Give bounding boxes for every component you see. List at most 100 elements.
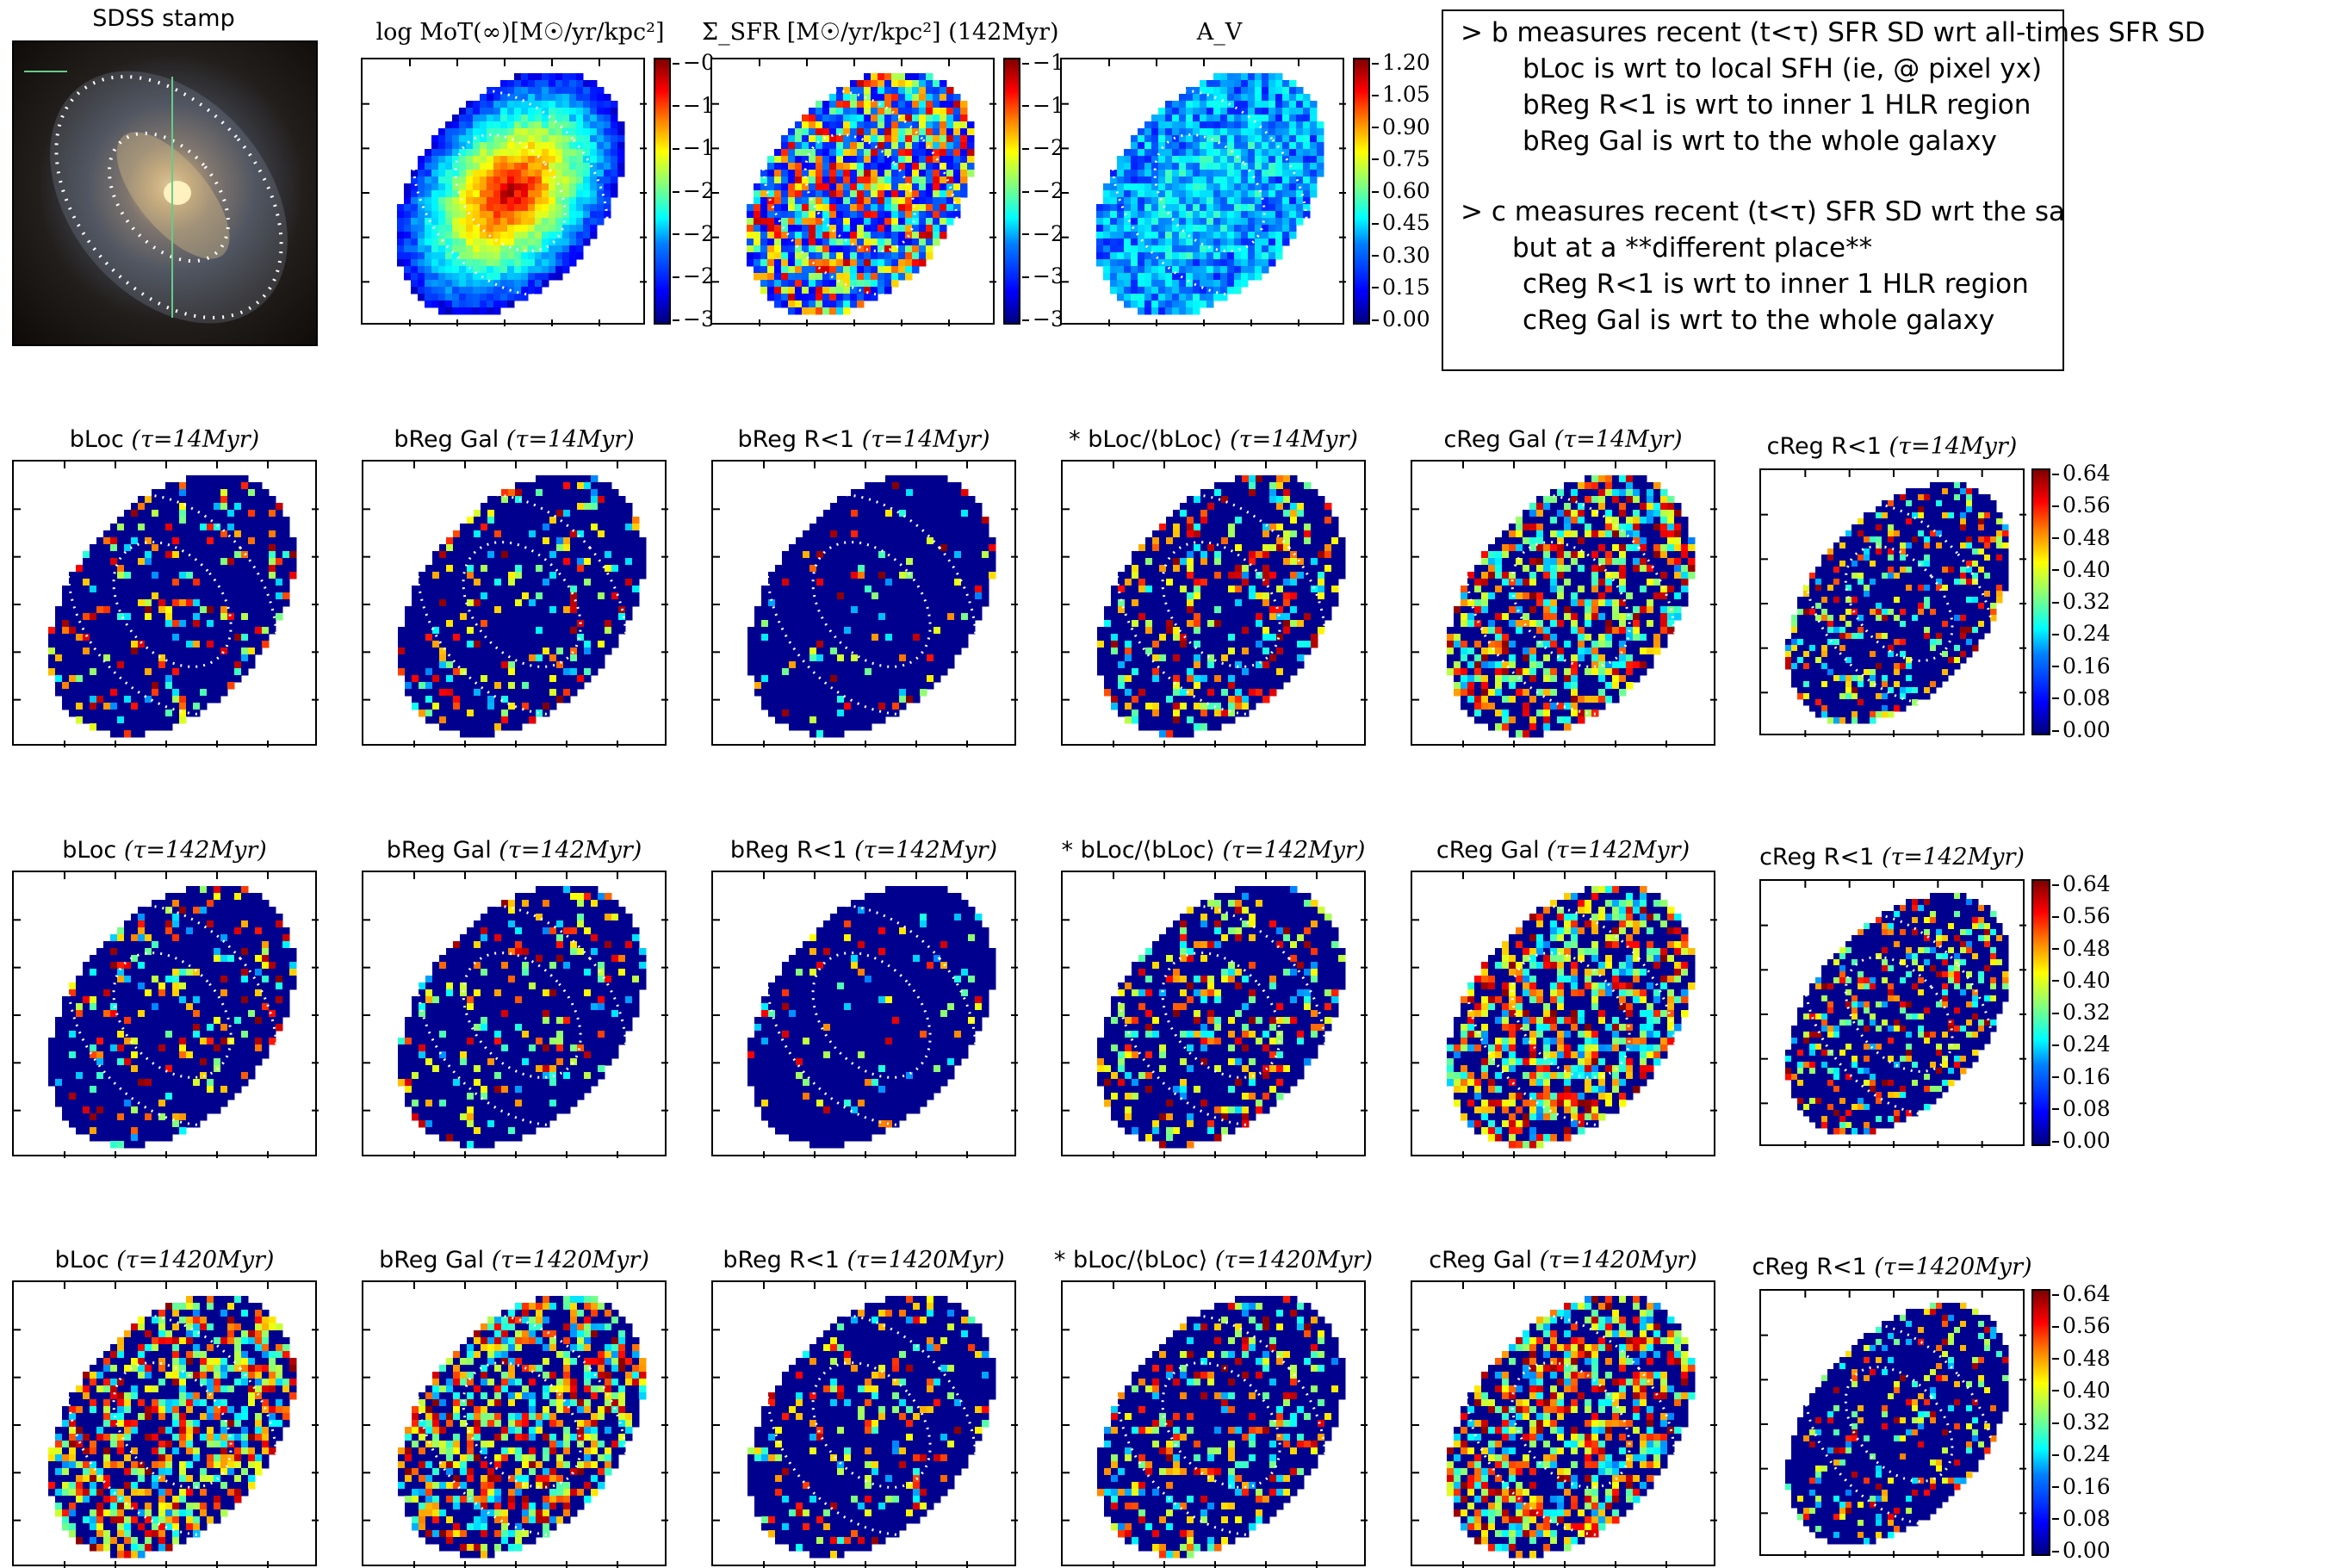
map-pixel [110, 696, 118, 703]
map-pixel [536, 475, 543, 483]
colorbar-tick-label: 0.90 [1382, 115, 1430, 139]
map-pixel [1124, 163, 1132, 170]
map-pixel [262, 613, 270, 621]
map-pixel [597, 142, 605, 150]
map-pixel [117, 565, 125, 573]
map-pixel [536, 696, 543, 703]
map-pixel [1179, 307, 1187, 315]
map-pixel [878, 163, 885, 170]
map-pixel [1213, 170, 1221, 177]
map-pixel [466, 128, 474, 136]
map-pixel [487, 183, 494, 191]
map-pixel [543, 675, 550, 683]
map-pixel [282, 572, 290, 579]
map-pixel [562, 94, 570, 102]
map-pixel [262, 530, 270, 538]
map-pixel [611, 177, 618, 184]
map-pixel [1234, 266, 1242, 274]
map-pixel [590, 128, 598, 136]
map-pixel [618, 496, 626, 504]
map-pixel [103, 627, 111, 635]
map-pixel [220, 641, 228, 648]
map-pixel [555, 266, 563, 274]
map-pixel [940, 80, 947, 88]
map-pixel [487, 287, 494, 294]
map-pixel [1186, 266, 1194, 274]
map-pixel [884, 211, 892, 219]
map-pixel [1227, 163, 1235, 170]
map-pixel [1151, 170, 1159, 177]
map-pixel [1255, 183, 1262, 191]
map-pixel [425, 661, 433, 669]
map-pixel [556, 475, 564, 483]
map-pixel [542, 218, 549, 226]
map-pixel [96, 586, 104, 593]
map-pixel [919, 108, 927, 115]
map-pixel [857, 259, 865, 267]
map-pixel [632, 517, 640, 524]
map-pixel [795, 183, 803, 191]
map-pixel [1165, 197, 1173, 205]
map-pixel [214, 682, 221, 690]
map-pixel [487, 280, 494, 288]
map-pixel [179, 572, 187, 579]
map-pixel [138, 716, 146, 724]
map-pixel [884, 252, 892, 260]
map-pixel [774, 294, 782, 301]
map-pixel [844, 503, 852, 511]
map-pixel [822, 252, 830, 260]
map-pixel [570, 606, 578, 614]
map-pixel [871, 121, 878, 129]
map-pixel [473, 115, 481, 122]
map-pixel [632, 586, 640, 593]
map-pixel [493, 211, 501, 219]
map-pixel [466, 225, 474, 232]
map-pixel [412, 661, 419, 669]
map-pixel [248, 648, 256, 655]
map-pixel [220, 579, 228, 586]
map-pixel [1268, 190, 1276, 198]
map-pixel [1200, 121, 1207, 129]
map-pixel [501, 530, 509, 538]
map-pixel [570, 634, 578, 641]
map-pixel [604, 128, 611, 136]
map-pixel [1158, 163, 1166, 170]
map-pixel [460, 627, 468, 635]
map-pixel [179, 496, 187, 504]
map-pixel [535, 232, 543, 239]
map-pixel [165, 592, 173, 600]
map-pixel [131, 613, 139, 621]
map-pixel [234, 668, 242, 676]
map-pixel [871, 489, 879, 497]
map-pixel [1151, 232, 1159, 239]
map-pixel [1275, 232, 1283, 239]
map-pixel [1131, 287, 1138, 294]
map-pixel [919, 80, 927, 88]
map-pixel [1213, 273, 1221, 281]
map-svg [713, 462, 1018, 747]
map-pixel [186, 613, 194, 621]
map-pixel [96, 682, 104, 690]
map-pixel [493, 252, 501, 260]
map-pixel [124, 530, 132, 538]
map-pixel [425, 204, 432, 212]
map-pixel [186, 599, 194, 607]
map-pixel [446, 703, 454, 710]
map-pixel [583, 232, 591, 239]
map-pixel [549, 197, 556, 205]
map-pixel [487, 273, 494, 281]
map-pixel [796, 544, 803, 552]
map-pixel [138, 675, 146, 683]
map-pixel [556, 558, 564, 566]
map-pixel [632, 572, 640, 579]
map-pixel [515, 558, 523, 566]
map-pixel [905, 128, 913, 136]
map-pixel [418, 252, 425, 260]
map-pixel [906, 496, 914, 504]
map-pixel [1227, 266, 1235, 274]
map-pixel [480, 204, 487, 212]
map-pixel [767, 252, 775, 260]
map-pixel [604, 156, 611, 164]
map-pixel [1131, 252, 1138, 260]
map-pixel [186, 627, 194, 635]
